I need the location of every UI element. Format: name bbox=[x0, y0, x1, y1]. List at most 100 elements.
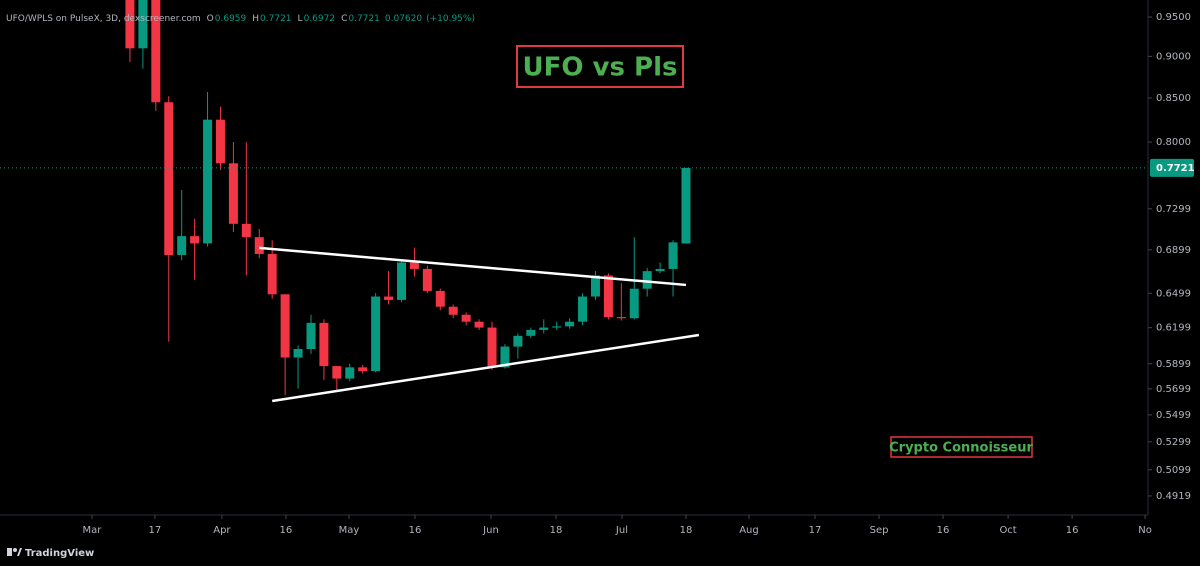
candle-body bbox=[435, 290, 445, 307]
legend-key: C bbox=[341, 14, 347, 24]
candle-body bbox=[138, 0, 148, 49]
candle-body bbox=[590, 275, 600, 297]
axes: 0.9500 0.9000 0.8500 0.8000 0.7299 0.6899 0.64… bbox=[83, 12, 1195, 536]
candle-body bbox=[125, 0, 135, 49]
x-tick-label: 18 bbox=[550, 525, 563, 536]
x-tick-label: 17 bbox=[809, 525, 822, 536]
legend-value: 0.6959 bbox=[215, 14, 247, 24]
legend-change-pct: (+10.95%) bbox=[426, 14, 475, 24]
legend-key: O bbox=[207, 14, 214, 24]
candle-body bbox=[539, 327, 549, 330]
y-tick-label: 0.8500 bbox=[1156, 93, 1191, 104]
candle-body bbox=[448, 306, 458, 315]
branding-text: TradingView bbox=[25, 548, 94, 559]
candle-body bbox=[177, 236, 187, 256]
candle-body bbox=[371, 296, 381, 372]
candle-body bbox=[668, 242, 678, 269]
candle-body bbox=[681, 167, 691, 244]
plot-area bbox=[0, 0, 1148, 403]
candle-body bbox=[345, 367, 355, 379]
legend-key: L bbox=[298, 14, 303, 24]
candle-body bbox=[500, 346, 510, 368]
annotation-box bbox=[890, 436, 1033, 458]
y-tick-label: 0.9500 bbox=[1156, 12, 1191, 23]
candle-body bbox=[267, 253, 277, 295]
x-tick-label: 16 bbox=[409, 525, 422, 536]
candle-body bbox=[306, 322, 316, 349]
legend-text: UFO/WPLS on PulseX, 3D, dexscreener.com O… bbox=[6, 14, 475, 24]
annotation-box bbox=[516, 45, 684, 88]
candle-body bbox=[642, 271, 652, 289]
candle-body bbox=[164, 102, 174, 256]
x-tick-label: Apr bbox=[213, 525, 231, 536]
x-tick-label: Mar bbox=[83, 525, 103, 536]
x-tick-label: Aug bbox=[739, 525, 759, 536]
candle-body bbox=[203, 119, 213, 244]
logo-shape bbox=[17, 548, 22, 556]
trendline bbox=[272, 333, 700, 403]
x-tick-label: 16 bbox=[280, 525, 293, 536]
candle-body bbox=[603, 275, 613, 318]
y-tick-label: 0.5899 bbox=[1156, 359, 1191, 370]
candle-body bbox=[151, 0, 161, 103]
x-tick-label: 16 bbox=[1066, 525, 1079, 536]
y-tick-label: 0.6199 bbox=[1156, 323, 1191, 334]
last-price-label: 0.7721 bbox=[1156, 163, 1195, 174]
candle-body bbox=[461, 314, 471, 322]
legend-value: 0.7721 bbox=[348, 14, 380, 24]
candle-body bbox=[228, 163, 238, 224]
candle-body bbox=[319, 322, 329, 367]
candle-body bbox=[384, 296, 394, 300]
candle-body bbox=[616, 317, 626, 319]
last-price-badge bbox=[1150, 158, 1194, 177]
branding: TradingView bbox=[7, 548, 94, 559]
trendline bbox=[259, 246, 687, 287]
annotation-signature: Crypto Connoisseur bbox=[889, 441, 1033, 456]
x-tick-label: No bbox=[1138, 525, 1152, 536]
candle-body bbox=[409, 262, 419, 269]
candle-body bbox=[526, 329, 536, 336]
y-tick-label: 0.4919 bbox=[1156, 491, 1191, 502]
y-tick-label: 0.6499 bbox=[1156, 288, 1191, 299]
candle-body bbox=[254, 237, 264, 254]
legend-symbol: UFO/WPLS on PulseX, 3D, dexscreener.com bbox=[6, 14, 201, 24]
legend-value: 0.7721 bbox=[260, 14, 292, 24]
y-tick-label: 0.5299 bbox=[1156, 437, 1191, 448]
legend-change: 0.07620 bbox=[385, 14, 422, 24]
x-tick-label: Jul bbox=[615, 525, 628, 536]
x-tick-label: 17 bbox=[149, 525, 162, 536]
candle-body bbox=[565, 321, 575, 327]
candle-body bbox=[293, 348, 303, 358]
candle-body bbox=[474, 321, 484, 328]
y-tick-label: 0.8000 bbox=[1156, 137, 1191, 148]
y-tick-label: 0.9000 bbox=[1156, 51, 1191, 62]
x-tick-label: May bbox=[339, 525, 360, 536]
candle-body bbox=[513, 335, 523, 347]
candle-body bbox=[332, 366, 342, 379]
annotation-title: UFO vs Pls bbox=[523, 53, 678, 83]
x-tick-label: 18 bbox=[680, 525, 693, 536]
y-tick-label: 0.5099 bbox=[1156, 465, 1191, 476]
y-tick-label: 0.6899 bbox=[1156, 245, 1191, 256]
x-tick-label: 16 bbox=[937, 525, 950, 536]
legend: UFO/WPLS on PulseX, 3D, dexscreener.com O… bbox=[6, 14, 475, 24]
x-tick-label: Jun bbox=[482, 525, 499, 536]
candle-body bbox=[578, 296, 588, 322]
y-tick-label: 0.7299 bbox=[1156, 204, 1191, 215]
candle-body bbox=[215, 119, 225, 164]
candle-body bbox=[241, 223, 251, 238]
candle-body bbox=[358, 367, 368, 372]
candle-body bbox=[397, 262, 407, 300]
candle-body bbox=[552, 326, 562, 328]
x-tick-label: Sep bbox=[870, 525, 889, 536]
candle-body bbox=[487, 327, 497, 368]
candle-body bbox=[629, 288, 639, 319]
legend-value: 0.6972 bbox=[304, 14, 336, 24]
candle-body bbox=[280, 294, 290, 358]
candle-body bbox=[655, 268, 665, 272]
logo-shape bbox=[13, 548, 17, 552]
legend-key: H bbox=[252, 14, 259, 24]
